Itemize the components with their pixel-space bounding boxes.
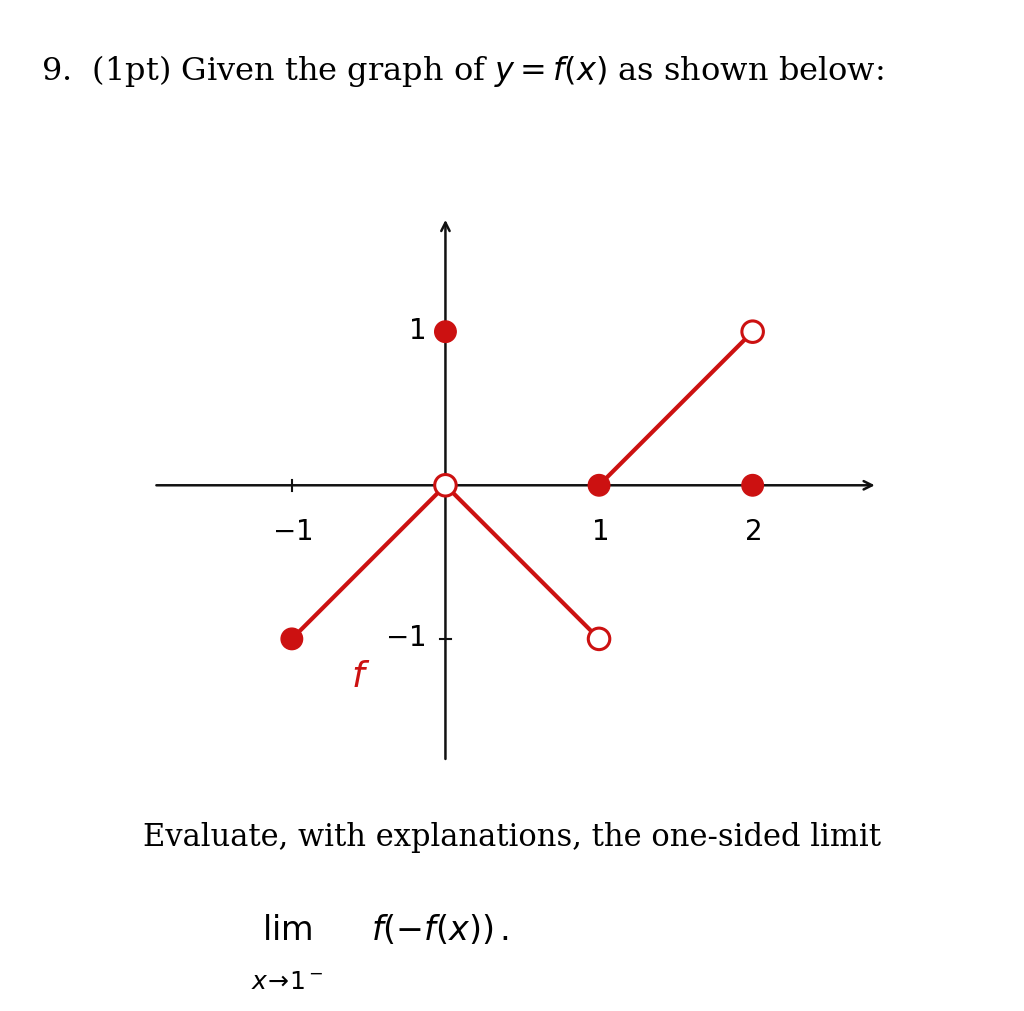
Text: 9.  (1pt) Given the graph of $y = f(x)$ as shown below:: 9. (1pt) Given the graph of $y = f(x)$ a… [41, 53, 884, 89]
Circle shape [434, 320, 457, 343]
Text: $-1$: $-1$ [385, 626, 425, 652]
Circle shape [741, 474, 763, 496]
Circle shape [281, 628, 302, 650]
Text: $2$: $2$ [744, 519, 761, 546]
Circle shape [434, 474, 457, 496]
Circle shape [741, 320, 763, 343]
Text: Evaluate, with explanations, the one-sided limit: Evaluate, with explanations, the one-sid… [143, 822, 881, 853]
Circle shape [588, 474, 609, 496]
Text: $f(-f(x))\,.$: $f(-f(x))\,.$ [372, 913, 509, 947]
Text: $x\!\to\!1^-$: $x\!\to\!1^-$ [251, 971, 323, 994]
Text: $1$: $1$ [409, 318, 425, 345]
Text: $1$: $1$ [591, 519, 607, 546]
Text: $-1$: $-1$ [271, 519, 312, 546]
Circle shape [588, 628, 609, 650]
Text: $f$: $f$ [351, 660, 371, 695]
Text: $\lim$: $\lim$ [261, 915, 312, 947]
